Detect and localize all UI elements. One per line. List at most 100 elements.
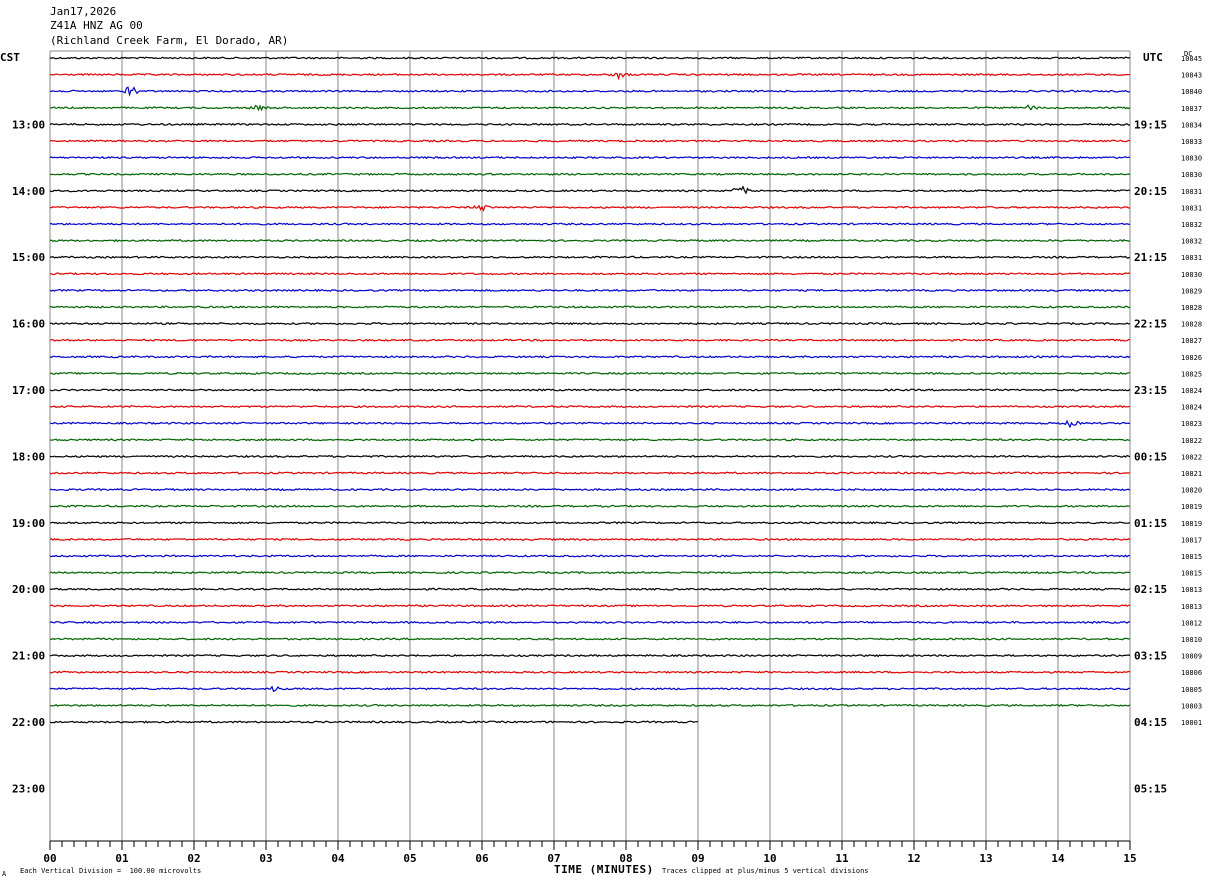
seismic-traces <box>49 56 1131 724</box>
dc-value-label: 10820 <box>1181 487 1202 495</box>
x-axis-title: TIME (MINUTES) <box>554 863 654 876</box>
x-tick-label: 09 <box>691 852 704 865</box>
local-hour-label: 16:00 <box>12 318 45 331</box>
trace-line <box>49 620 1131 625</box>
trace-line <box>49 355 1131 359</box>
trace-line <box>49 554 1131 558</box>
x-tick-label: 10 <box>763 852 776 865</box>
local-hour-label: 22:00 <box>12 716 45 729</box>
dc-value-label: 10823 <box>1181 420 1202 428</box>
trace-line <box>49 471 1131 475</box>
trace-line <box>49 388 1131 392</box>
x-tick-label: 11 <box>835 852 849 865</box>
x-tick-label: 03 <box>259 852 272 865</box>
trace-line <box>49 305 1131 309</box>
x-tick-label: 05 <box>403 852 416 865</box>
x-tick-label: 02 <box>187 852 200 865</box>
trace-line <box>49 288 1131 293</box>
local-hour-label: 17:00 <box>12 384 45 397</box>
dc-value-label: 10831 <box>1181 254 1202 262</box>
trace-line <box>49 670 1131 674</box>
local-hour-label: 13:00 <box>12 118 45 131</box>
chart-date: Jan17,2026 <box>50 5 117 18</box>
trace-line <box>49 438 1131 442</box>
trace-line <box>49 454 1131 458</box>
dc-value-label: 10840 <box>1181 88 1202 96</box>
trace-line <box>49 338 1131 342</box>
x-tick-label: 07 <box>547 852 560 865</box>
dc-value-label: 10827 <box>1181 337 1202 345</box>
local-hour-label: 15:00 <box>12 251 45 264</box>
trace-line <box>49 537 1131 541</box>
x-tick-label: 00 <box>43 852 56 865</box>
local-hour-label: 14:00 <box>12 185 45 198</box>
utc-hour-label: 04:15 <box>1134 716 1167 729</box>
vertical-division-note: Each Vertical Division = 100.00 microvol… <box>20 867 202 875</box>
x-tick-label: 04 <box>331 852 345 865</box>
axis-labels: 00 01 02 03 04 05 06 07 08 09 10 11 12 13 14 15 10845 108… <box>12 55 1202 865</box>
dc-value-label: 10826 <box>1181 354 1202 362</box>
dc-value-label: 10824 <box>1181 404 1202 412</box>
station-code: Z41A HNZ AG 00 <box>50 19 143 32</box>
trace-line <box>49 654 1131 658</box>
dc-value-label: 10833 <box>1181 138 1202 146</box>
trace-line <box>49 604 1131 608</box>
dc-value-label: 10801 <box>1181 719 1202 727</box>
dc-value-label: 10830 <box>1181 171 1202 179</box>
trace-line <box>49 703 1131 708</box>
utc-hour-label: 01:15 <box>1134 517 1167 530</box>
dc-value-label: 10803 <box>1181 702 1202 710</box>
dc-value-label: 10828 <box>1181 321 1202 329</box>
trace-line <box>49 419 1131 429</box>
trace-line <box>49 104 1131 112</box>
trace-line <box>49 238 1131 243</box>
local-hour-label: 20:00 <box>12 583 45 596</box>
x-tick-label: 12 <box>907 852 920 865</box>
x-tick-label: 06 <box>475 852 489 865</box>
dc-value-label: 10845 <box>1181 55 1202 63</box>
dc-value-label: 10822 <box>1181 437 1202 445</box>
utc-timezone-label: UTC <box>1143 51 1163 64</box>
dc-value-label: 10825 <box>1181 370 1202 378</box>
x-tick-label: 01 <box>115 852 129 865</box>
utc-hour-label: 19:15 <box>1134 118 1167 131</box>
dc-value-label: 10832 <box>1181 238 1202 246</box>
utc-hour-label: 05:15 <box>1134 782 1167 795</box>
trace-line <box>49 504 1130 508</box>
dc-value-label: 10812 <box>1181 619 1202 627</box>
dc-value-label: 10822 <box>1181 453 1202 461</box>
trace-line <box>49 720 699 724</box>
local-hour-label: 19:00 <box>12 517 45 530</box>
x-tick-label: 14 <box>1051 852 1065 865</box>
trace-line <box>50 72 1131 81</box>
dc-value-label: 10819 <box>1181 520 1202 528</box>
trace-line <box>49 488 1131 492</box>
local-hour-label: 23:00 <box>12 782 45 795</box>
dc-value-label: 10830 <box>1181 155 1202 163</box>
dc-column-label: DC <box>1184 50 1193 58</box>
trace-line <box>49 139 1131 143</box>
dc-value-label: 10834 <box>1181 121 1202 129</box>
utc-hour-label: 23:15 <box>1134 384 1167 397</box>
trace-line <box>49 570 1131 575</box>
trace-line <box>49 587 1131 591</box>
trace-line <box>49 155 1130 160</box>
dc-value-label: 10817 <box>1181 536 1202 544</box>
trace-line <box>49 371 1130 376</box>
dc-value-label: 10837 <box>1181 105 1202 113</box>
local-timezone-label: CST <box>0 51 20 64</box>
dc-value-label: 10809 <box>1181 653 1202 661</box>
utc-hour-label: 03:15 <box>1134 650 1167 663</box>
trace-line <box>49 86 1131 97</box>
dc-value-label: 10810 <box>1181 636 1202 644</box>
dc-value-label: 10824 <box>1181 387 1202 395</box>
dc-value-label: 10815 <box>1181 570 1202 578</box>
trace-line <box>49 204 1131 212</box>
dc-value-label: 10806 <box>1181 669 1202 677</box>
local-hour-label: 18:00 <box>12 450 45 463</box>
local-hour-label: 21:00 <box>12 650 45 663</box>
dc-value-label: 10829 <box>1181 287 1202 295</box>
dc-value-label: 10815 <box>1181 553 1202 561</box>
dc-value-label: 10843 <box>1181 72 1202 80</box>
